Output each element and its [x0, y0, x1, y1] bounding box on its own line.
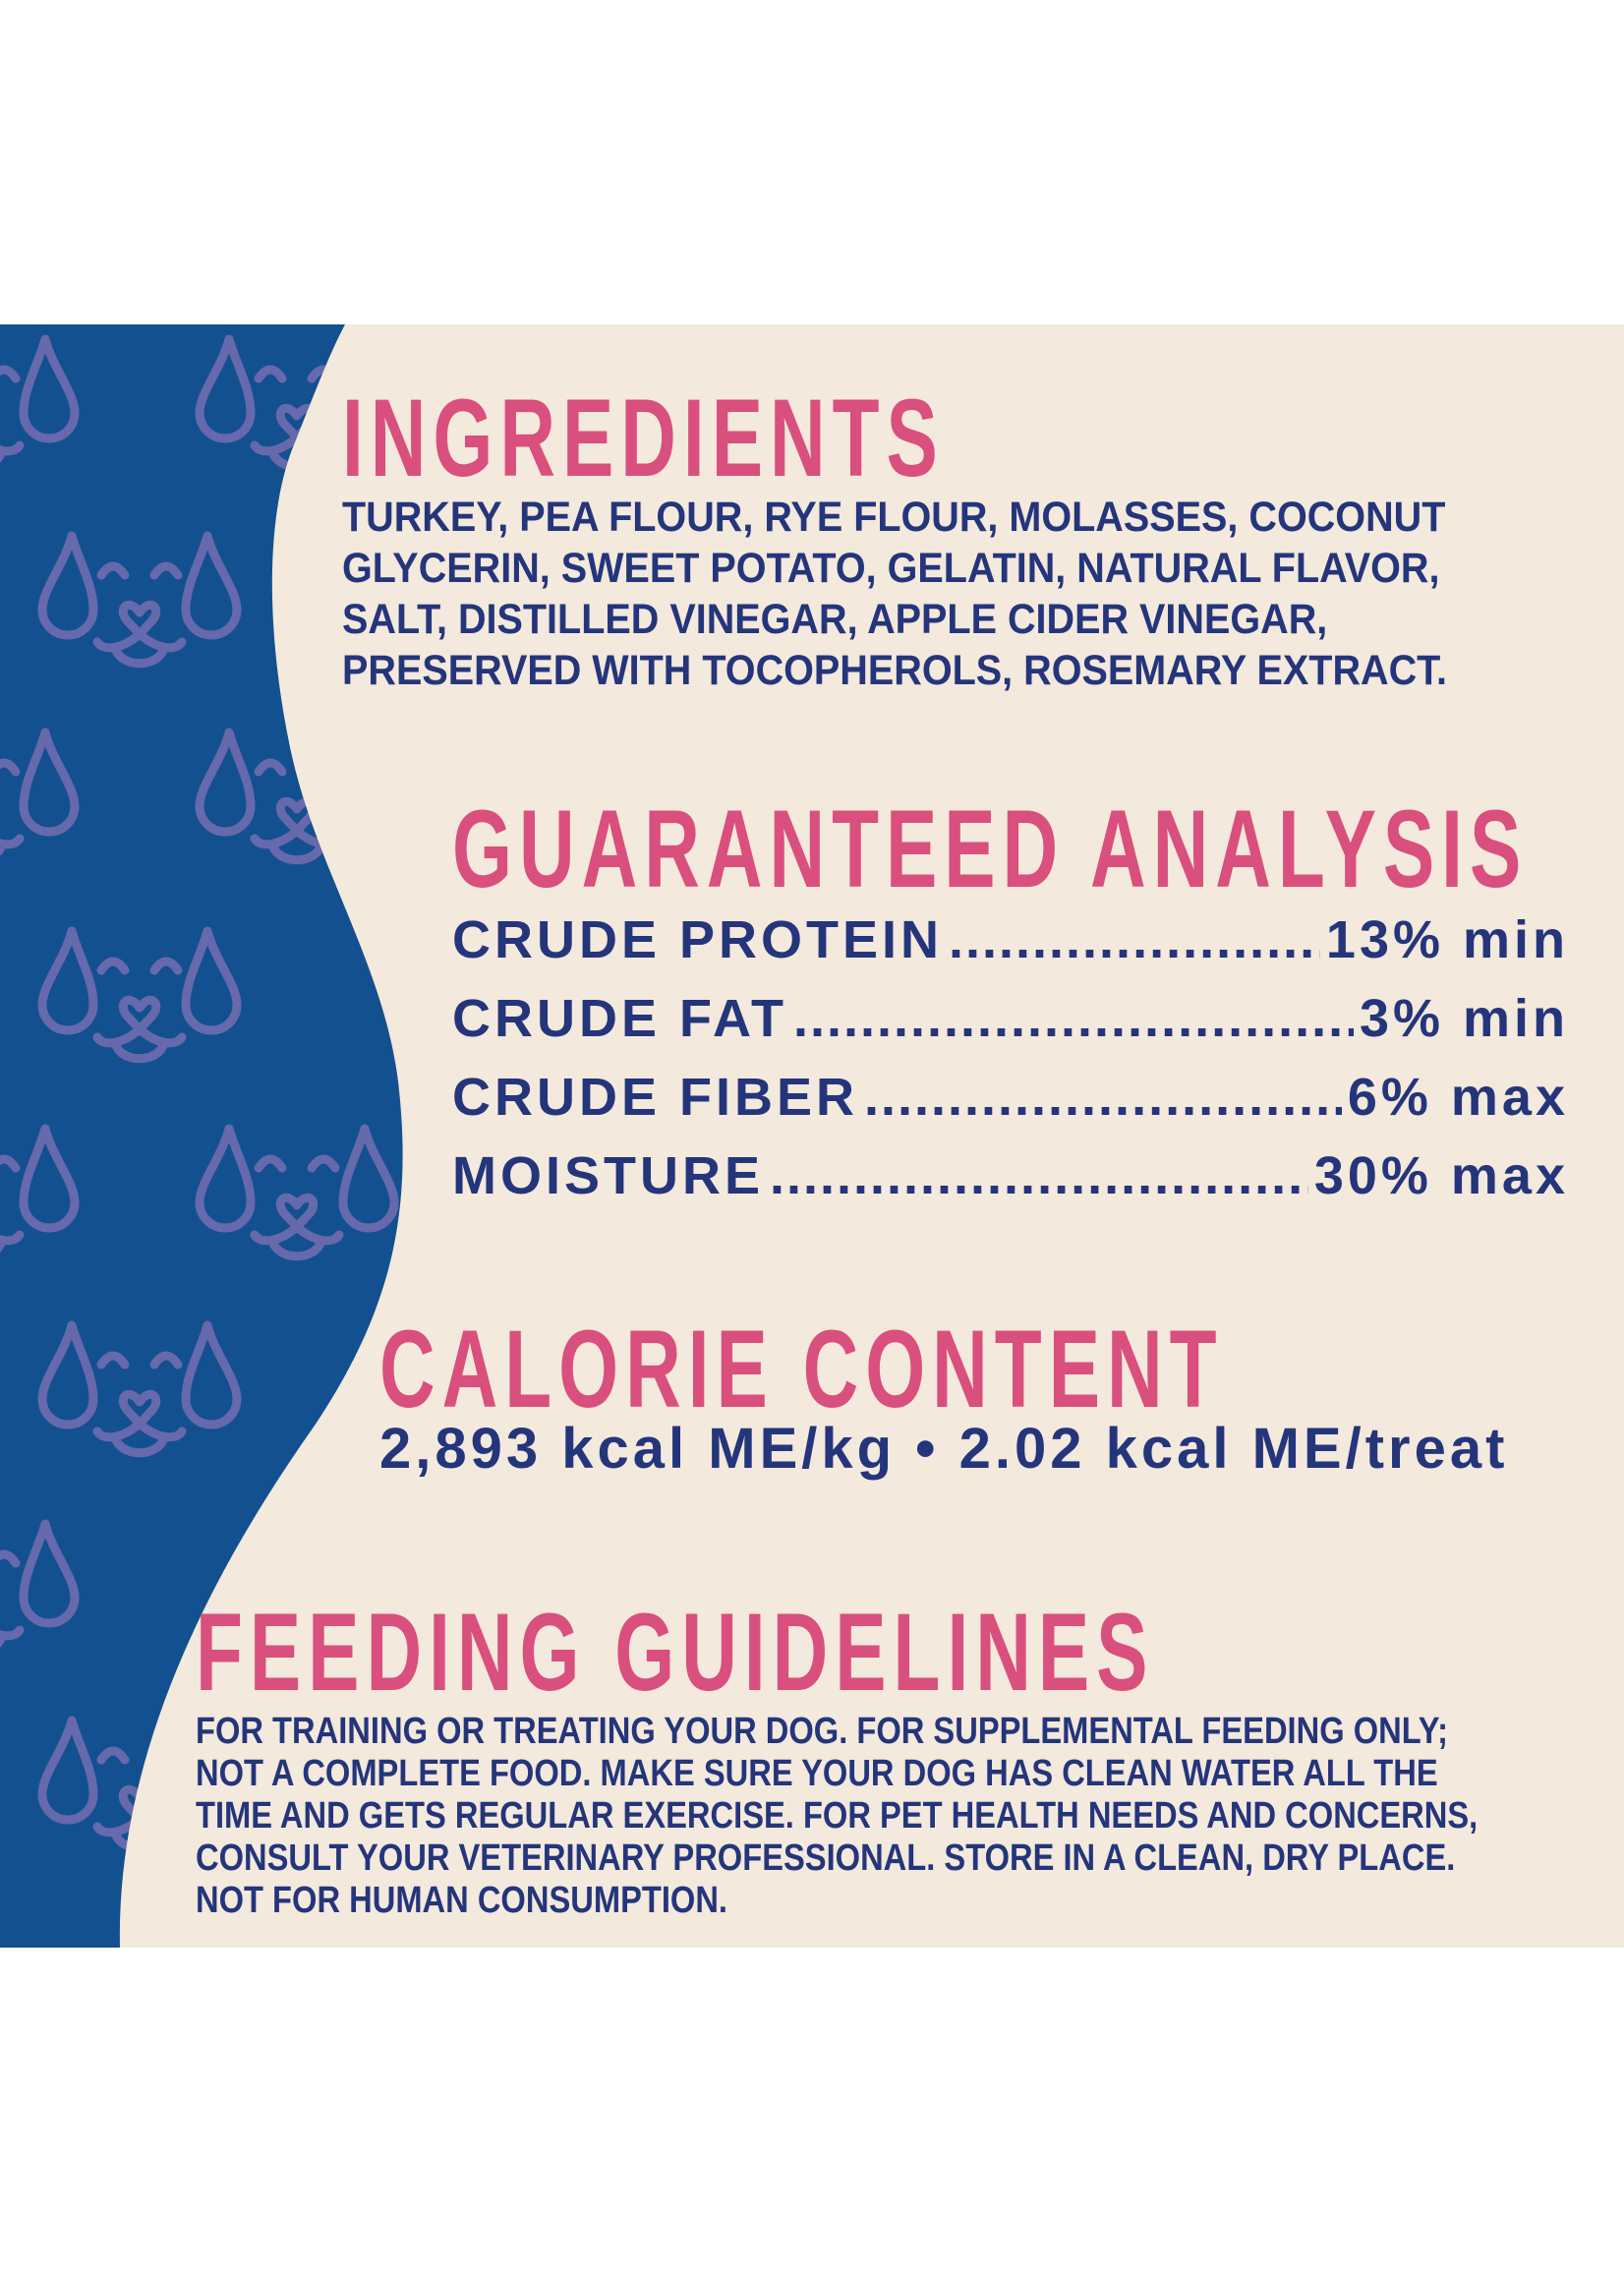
cream-panel: [119, 324, 1624, 1948]
analysis-row: CRUDE PROTEIN 13% min: [452, 909, 1569, 988]
feeding-line: TIME AND GETS REGULAR EXERCISE. FOR PET …: [196, 1795, 1479, 1837]
dot-leader: [949, 909, 1320, 970]
ingredients-heading: INGREDIENTS: [342, 377, 945, 499]
analysis-label: MOISTURE: [452, 1146, 765, 1205]
feeding-line: NOT A COMPLETE FOOD. MAKE SURE YOUR DOG …: [196, 1753, 1438, 1794]
dot-leader: [864, 1067, 1342, 1128]
analysis-value: 30% max: [1313, 1146, 1569, 1205]
analysis-label: CRUDE PROTEIN: [452, 910, 944, 969]
feeding-line: FOR TRAINING OR TREATING YOUR DOG. FOR S…: [196, 1711, 1448, 1752]
dot-leader: [770, 1145, 1308, 1206]
analysis-label: CRUDE FAT: [452, 989, 787, 1048]
feeding-line: NOT FOR HUMAN CONSUMPTION.: [196, 1880, 728, 1921]
ingredients-line: TURKEY, PEA FLOUR, RYE FLOUR, MOLASSES, …: [342, 494, 1446, 541]
analysis-value: 6% max: [1347, 1068, 1569, 1127]
analysis-row: CRUDE FAT 3% min: [452, 988, 1569, 1067]
analysis-value: 13% min: [1325, 910, 1569, 969]
analysis-value: 3% min: [1359, 989, 1569, 1048]
ingredients-line: PRESERVED WITH TOCOPHEROLS, ROSEMARY EXT…: [342, 647, 1447, 694]
analysis-label: CRUDE FIBER: [452, 1068, 859, 1127]
guaranteed-analysis-heading: GUARANTEED ANALYSIS: [452, 787, 1529, 910]
calorie-content-text: 2,893 kcal ME/kg • 2.02 kcal ME/treat: [379, 1417, 1509, 1481]
feeding-line: CONSULT YOUR VETERINARY PROFESSIONAL. ST…: [196, 1837, 1456, 1879]
feeding-guidelines-text: FOR TRAINING OR TREATING YOUR DOG. FOR S…: [196, 1711, 1478, 1922]
dot-leader: [793, 988, 1354, 1049]
ingredients-line: SALT, DISTILLED VINEGAR, APPLE CIDER VIN…: [342, 596, 1328, 643]
feeding-guidelines-heading: FEEDING GUIDELINES: [196, 1591, 1155, 1714]
analysis-row: MOISTURE 30% max: [452, 1145, 1569, 1224]
analysis-table: CRUDE PROTEIN 13% min CRUDE FAT 3% min CRU…: [452, 909, 1569, 1224]
calorie-content-heading: CALORIE CONTENT: [379, 1308, 1224, 1430]
ingredients-line: GLYCERIN, SWEET POTATO, GELATIN, NATURAL…: [342, 545, 1440, 592]
ingredients-list: TURKEY, PEA FLOUR, RYE FLOUR, MOLASSES, …: [342, 492, 1447, 696]
analysis-row: CRUDE FIBER 6% max: [452, 1067, 1569, 1145]
